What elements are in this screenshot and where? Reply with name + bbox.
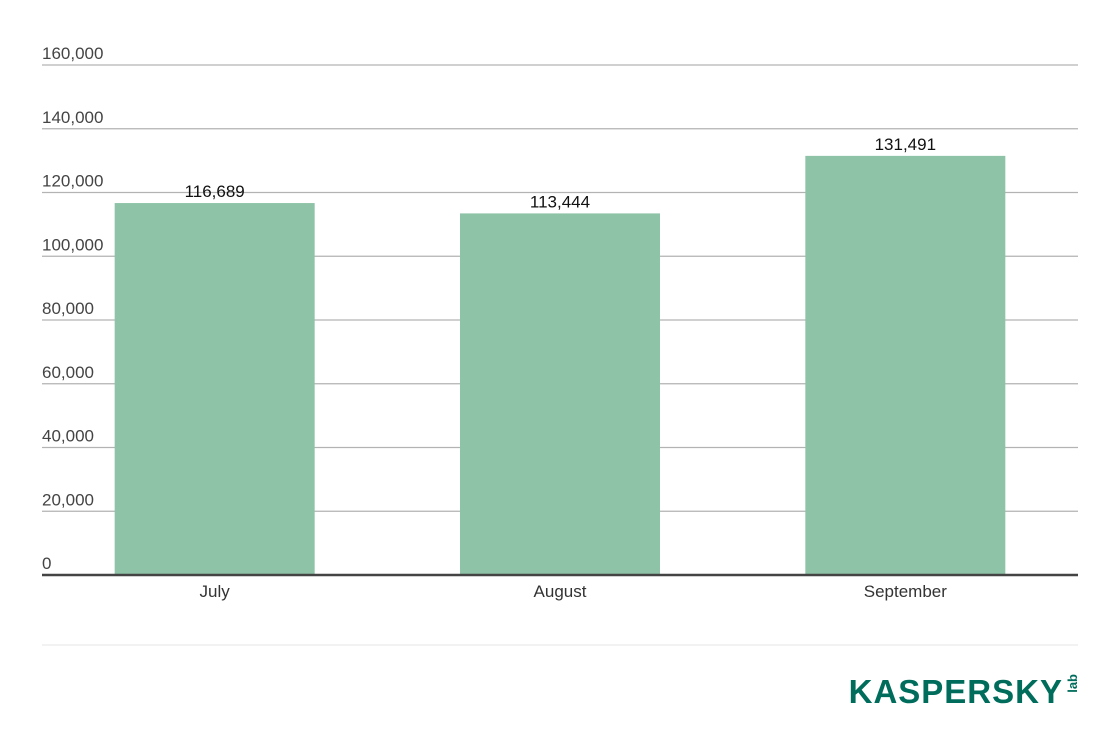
bars [114, 155, 1006, 575]
x-tick-label: September [864, 582, 947, 601]
bar-august [460, 213, 660, 575]
logo-suffix: lab [1065, 674, 1080, 693]
x-tick-label: July [200, 582, 231, 601]
y-tick-label: 20,000 [42, 490, 94, 509]
bar-september [805, 155, 1006, 575]
y-tick-label: 100,000 [42, 235, 103, 254]
x-tick-label: August [534, 582, 587, 601]
data-label: 131,491 [875, 135, 936, 154]
y-axis-ticks: 0 20,000 40,000 60,000 80,000 100,000 120,000 1… [42, 44, 103, 573]
data-label: 113,444 [530, 192, 590, 211]
x-axis-ticks: July August September [200, 582, 948, 601]
y-tick-label: 60,000 [42, 363, 94, 382]
data-labels: 116,689 113,444 131,491 [185, 135, 936, 212]
y-tick-label: 40,000 [42, 427, 94, 446]
logo-wordmark: KASPERSKY [848, 673, 1063, 710]
y-tick-label: 0 [42, 554, 51, 573]
y-tick-label: 140,000 [42, 108, 103, 127]
y-tick-label: 160,000 [42, 44, 103, 63]
data-label: 116,689 [185, 182, 245, 201]
bar-july [114, 203, 315, 575]
y-tick-label: 80,000 [42, 299, 94, 318]
kaspersky-lab-logo: KASPERSKY lab [849, 674, 1080, 710]
y-tick-label: 120,000 [42, 172, 103, 191]
